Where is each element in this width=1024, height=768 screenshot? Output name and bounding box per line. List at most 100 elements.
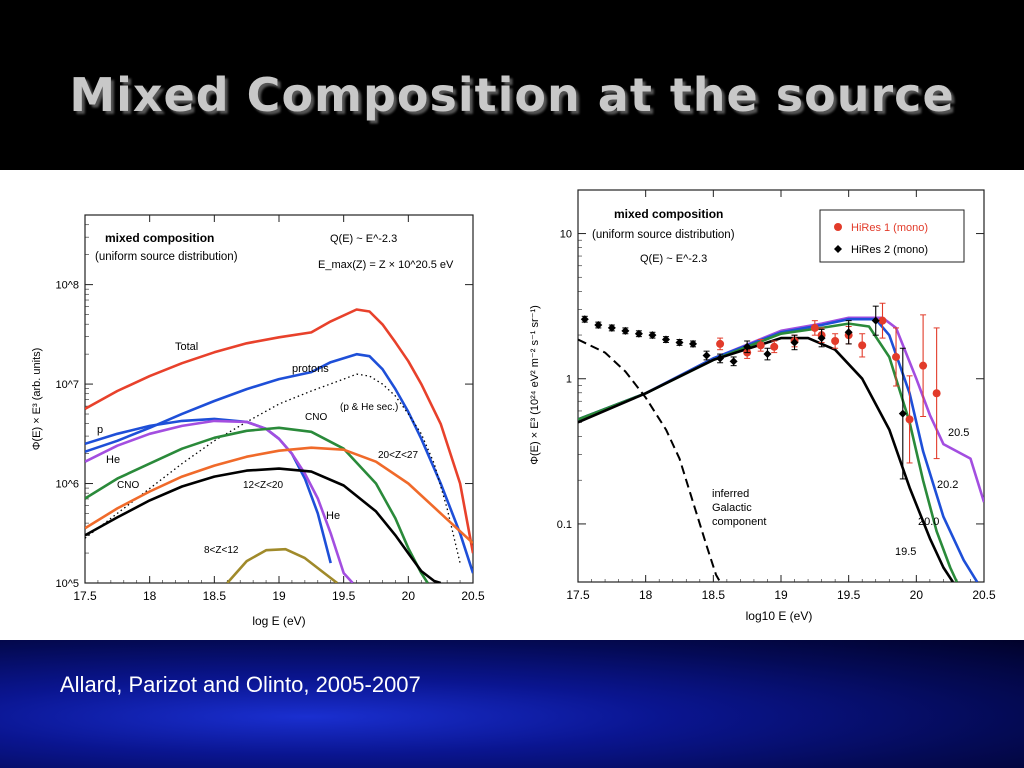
left-chart-subtitle: (uniform source distribution) [95,251,238,263]
citation: Allard, Parizot and Olinto, 2005-2007 [60,672,421,697]
hires2-point [871,316,880,325]
hires1-point [892,352,901,361]
legend: HiRes 1 (mono) HiRes 2 (mono) [819,209,965,263]
figure-svg: mixed composition (uniform source distri… [31,189,996,628]
legend-box [819,209,965,263]
hires2-point [594,321,603,330]
hires1-point [716,339,725,348]
hires1-point [905,415,914,424]
hires2-point [661,335,670,344]
legend-marker-hires2 [834,245,842,253]
hires2-point [607,323,616,332]
left-x-axis-label: log E (eV) [252,614,305,628]
right-series-line [578,338,721,582]
right-x-tick-label: 19.5 [837,588,861,602]
label-z20-27: 20<Z<27 [378,450,418,461]
left-formula-1: Q(E) ~ E^-2.3 [330,233,397,245]
right-x-tick-label: 20.5 [972,588,996,602]
hires1-point [831,336,840,345]
label-p-he-sec: (p & He sec.) [340,402,398,413]
figure-panel: mixed composition (uniform source distri… [0,170,1024,640]
title-band [0,0,1024,170]
hires2-point [790,338,799,347]
hires2-point [817,334,826,343]
right-y-tick-label: 0.1 [557,519,572,531]
hires2-point [743,342,752,351]
galactic-label: inferred [712,488,749,500]
left-y-tick-label: 10^5 [55,578,79,590]
legend-marker-hires1 [834,223,842,231]
label-total: Total [175,341,198,353]
left-series-line [85,426,429,583]
bottom-band [0,640,1024,768]
left-x-tick-label: 20 [402,589,416,603]
left-series-line [85,446,473,545]
left-chart: mixed composition (uniform source distri… [31,214,485,628]
left-series-line [85,352,473,574]
slide-title: Mixed Composition at the source [69,68,955,122]
right-x-axis-label: log10 E (eV) [746,609,813,623]
legend-label-hires2: HiRes 2 (mono) [851,244,928,256]
left-y-axis-label: Φ(E) × E³ (arb. units) [31,348,43,451]
right-y-tick-label: 1 [566,374,572,386]
hires1-point [770,342,779,351]
label-cno-right: CNO [305,412,327,423]
hires2-point [648,331,657,340]
label-p: p [97,424,103,436]
right-chart-subtitle: (uniform source distribution) [592,229,735,241]
label-he-left: He [106,454,120,466]
label-protons: protons [292,363,329,375]
right-series-line [578,336,954,582]
label-z8-12: 8<Z<12 [204,545,239,556]
right-x-tick-label: 18 [639,588,653,602]
hires2-point [634,329,643,338]
hires1-point [756,341,765,350]
hires2-point [716,354,725,363]
hires2-point [729,357,738,366]
hires2-point [580,315,589,324]
right-chart: mixed composition (uniform source distri… [529,189,996,623]
hires2-point [763,350,772,359]
left-x-tick-label: 17.5 [73,589,97,603]
left-x-tick-label: 19 [272,589,286,603]
label-19-5: 19.5 [895,546,916,558]
galactic-label-3: component [712,516,766,528]
right-y-axis-label: Φ(E) × E³ (10²⁴ eV² m⁻² s⁻¹ sr⁻¹) [529,305,541,465]
left-x-tick-label: 18.5 [203,589,227,603]
right-chart-title: mixed composition [614,207,723,221]
right-x-tick-label: 19 [774,588,788,602]
left-x-tick-label: 18 [143,589,157,603]
hires1-point [858,341,867,350]
left-series-line [85,467,442,583]
left-formula-2: E_max(Z) = Z × 10^20.5 eV [318,259,454,271]
right-formula: Q(E) ~ E^-2.3 [640,253,707,265]
left-x-tick-label: 19.5 [332,589,356,603]
right-x-tick-label: 17.5 [566,588,590,602]
right-x-tick-label: 18.5 [702,588,726,602]
legend-label-hires1: HiRes 1 (mono) [851,222,928,234]
label-z12-20: 12<Z<20 [243,480,283,491]
galactic-label-2: Galactic [712,502,752,514]
hires2-point [844,328,853,337]
left-y-tick-label: 10^6 [55,479,79,491]
hires2-point [675,338,684,347]
hires1-point [919,361,928,370]
left-series-line [226,547,338,583]
right-x-tick-label: 20 [910,588,924,602]
hires2-point [702,351,711,360]
hires1-point [878,316,887,325]
hires2-point [621,326,630,335]
hires1-point [810,323,819,332]
hires2-point [898,409,907,418]
left-series-line [85,308,473,554]
hires2-point [689,339,698,348]
label-cno-left: CNO [117,480,139,491]
hires1-point [932,389,941,398]
left-chart-title: mixed composition [105,231,214,245]
label-20-5: 20.5 [948,427,969,439]
left-y-tick-label: 10^8 [55,280,79,292]
left-series-line [85,419,354,583]
left-x-tick-label: 20.5 [461,589,485,603]
label-he-right: He [326,510,340,522]
label-20-0: 20.0 [918,516,939,528]
